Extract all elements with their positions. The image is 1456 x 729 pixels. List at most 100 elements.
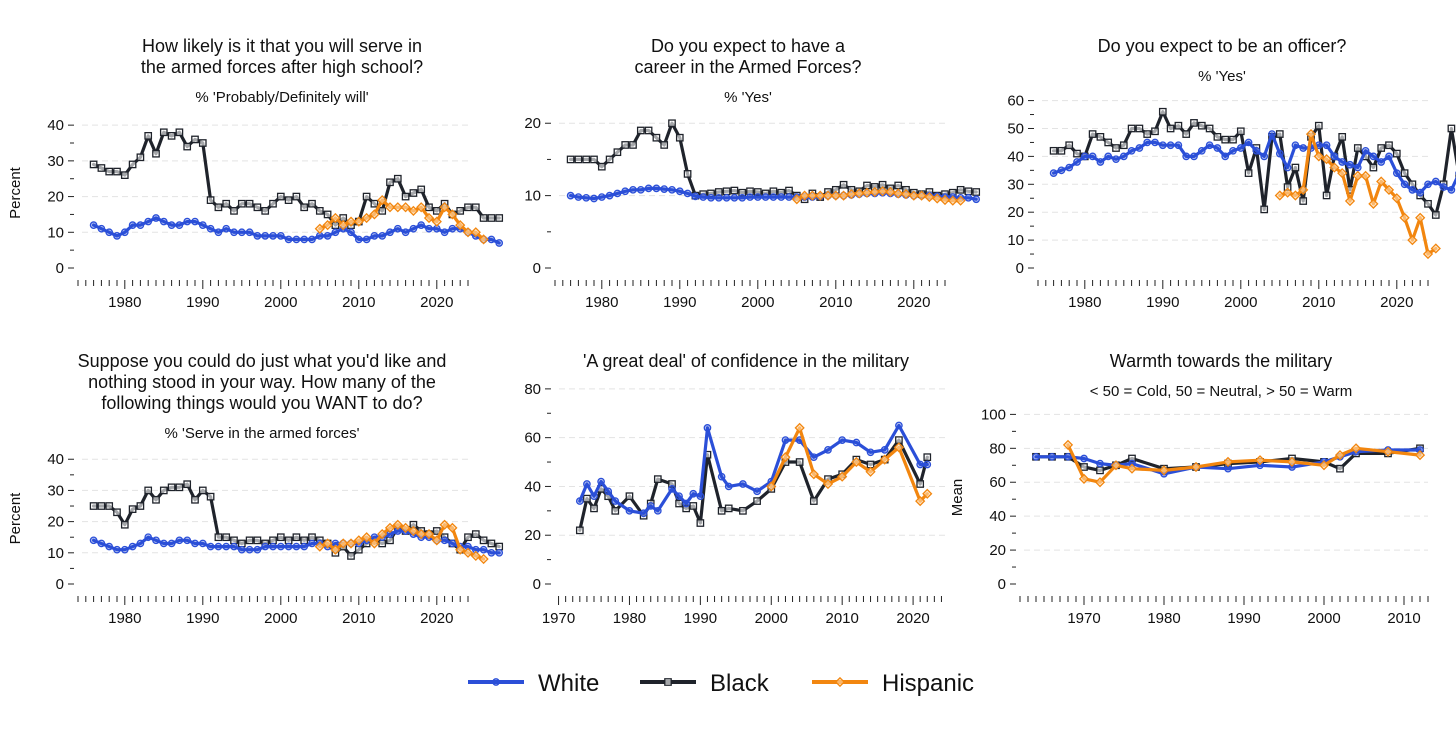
data-point	[646, 502, 655, 510]
data-point	[879, 454, 890, 465]
y-tick-label: 30	[47, 482, 64, 499]
data-point	[722, 187, 731, 196]
data-point	[852, 438, 861, 447]
data-point	[408, 205, 419, 216]
data-point	[284, 196, 293, 204]
data-point	[1119, 141, 1128, 150]
data-point	[1158, 141, 1167, 150]
data-point	[353, 216, 364, 227]
data-point	[1385, 141, 1393, 150]
data-point	[605, 191, 614, 200]
data-point	[1190, 119, 1198, 127]
data-point	[361, 212, 372, 224]
x-tick-label: 2020	[1380, 294, 1413, 311]
chart-title-line: nothing stood in your way. How many of t…	[88, 372, 436, 392]
data-point	[495, 548, 504, 557]
data-point	[1213, 144, 1222, 152]
data-point	[425, 203, 433, 212]
data-point	[347, 228, 355, 237]
data-point	[315, 207, 324, 215]
data-point	[237, 545, 246, 554]
y-tick-label: 20	[1007, 204, 1024, 221]
data-point	[136, 539, 145, 548]
data-point	[769, 193, 778, 201]
data-point	[378, 232, 387, 240]
data-point	[597, 477, 605, 486]
data-point	[245, 545, 254, 554]
data-point	[1222, 456, 1234, 468]
data-point	[809, 497, 818, 505]
data-point	[1431, 211, 1440, 219]
data-point	[175, 536, 184, 545]
data-point	[214, 533, 223, 542]
data-point	[895, 421, 903, 430]
data-point	[416, 202, 427, 213]
data-point	[214, 203, 223, 212]
data-point	[653, 475, 662, 483]
data-point	[113, 232, 121, 240]
data-point	[417, 221, 426, 229]
data-point	[144, 217, 153, 226]
data-point	[105, 167, 114, 176]
data-point	[487, 548, 496, 557]
data-point	[1260, 205, 1269, 214]
data-point	[144, 486, 153, 495]
data-point	[386, 228, 394, 237]
data-point	[822, 190, 834, 201]
data-point	[113, 508, 121, 517]
chart-title-line: How likely is it that you will serve in	[142, 36, 422, 56]
data-point	[1361, 146, 1370, 155]
data-point	[479, 214, 488, 222]
data-point	[830, 190, 841, 201]
data-point	[682, 504, 691, 513]
data-point	[1080, 454, 1088, 463]
data-point	[972, 195, 981, 204]
x-tick-label: 1980	[108, 610, 141, 627]
x-tick-label: 2000	[755, 610, 788, 627]
data-point	[621, 187, 630, 196]
chart-title-line: career in the Armed Forces?	[634, 57, 861, 77]
chart-title-line: Do you expect to be an officer?	[1098, 36, 1347, 56]
data-point	[1408, 180, 1417, 189]
data-point	[167, 483, 176, 492]
data-point	[276, 192, 285, 201]
data-point	[781, 436, 790, 444]
data-point	[423, 212, 435, 224]
x-tick-label: 1970	[1067, 610, 1100, 627]
data-point	[1400, 180, 1409, 189]
data-point	[1299, 197, 1308, 205]
data-point	[644, 184, 653, 193]
data-point	[198, 221, 207, 229]
data-point	[1291, 163, 1300, 172]
data-point	[471, 530, 480, 538]
data-point	[582, 155, 591, 164]
data-point	[284, 235, 293, 244]
data-point	[409, 189, 418, 197]
data-point	[753, 193, 762, 201]
series-hispanic	[1274, 128, 1441, 260]
data-point	[214, 228, 223, 237]
data-point	[865, 466, 876, 477]
y-axis-label: Percent	[7, 166, 24, 219]
data-point	[470, 227, 481, 238]
data-point	[384, 522, 396, 533]
data-point	[597, 193, 606, 201]
data-point	[900, 189, 912, 200]
data-point	[276, 542, 285, 551]
data-point	[292, 192, 301, 201]
data-point	[955, 195, 966, 206]
data-point	[1049, 146, 1058, 155]
data-point	[1057, 146, 1066, 155]
y-tick-label: 0	[1016, 260, 1024, 277]
data-point	[739, 506, 747, 515]
data-point	[416, 528, 427, 540]
data-point	[1286, 456, 1298, 468]
data-point	[1110, 460, 1122, 471]
data-point	[861, 187, 873, 198]
data-point	[455, 220, 466, 231]
data-point	[629, 141, 637, 149]
series-white	[89, 214, 504, 247]
series-black	[1049, 107, 1456, 219]
y-tick-label: 10	[1007, 232, 1024, 249]
data-point	[1073, 149, 1081, 158]
